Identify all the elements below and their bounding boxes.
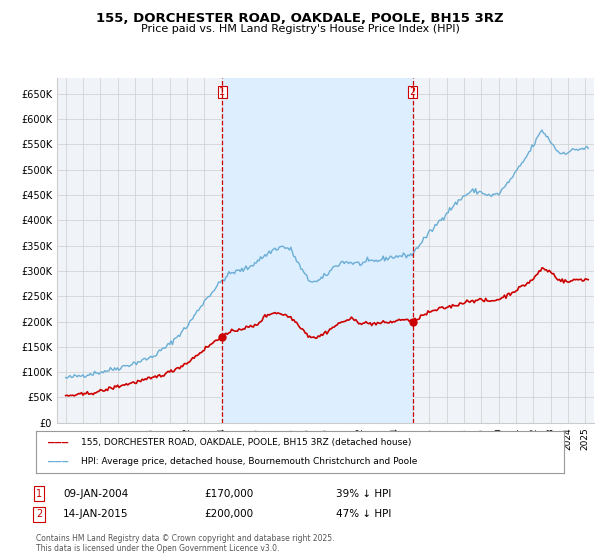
Text: £170,000: £170,000 xyxy=(204,489,253,499)
Text: Contains HM Land Registry data © Crown copyright and database right 2025.
This d: Contains HM Land Registry data © Crown c… xyxy=(36,534,335,553)
Text: £200,000: £200,000 xyxy=(204,509,253,519)
Text: 1: 1 xyxy=(219,87,225,97)
Bar xyxy=(222,78,413,423)
Text: 155, DORCHESTER ROAD, OAKDALE, POOLE, BH15 3RZ (detached house): 155, DORCHESTER ROAD, OAKDALE, POOLE, BH… xyxy=(81,438,412,447)
Text: 1: 1 xyxy=(36,489,42,499)
Text: 47% ↓ HPI: 47% ↓ HPI xyxy=(336,509,391,519)
Text: 39% ↓ HPI: 39% ↓ HPI xyxy=(336,489,391,499)
Text: ———: ——— xyxy=(48,456,68,466)
Text: 2: 2 xyxy=(36,509,42,519)
Text: HPI: Average price, detached house, Bournemouth Christchurch and Poole: HPI: Average price, detached house, Bour… xyxy=(81,457,418,466)
Text: Price paid vs. HM Land Registry's House Price Index (HPI): Price paid vs. HM Land Registry's House … xyxy=(140,24,460,34)
Text: 09-JAN-2004: 09-JAN-2004 xyxy=(63,489,128,499)
Text: 2: 2 xyxy=(410,87,416,97)
Text: 155, DORCHESTER ROAD, OAKDALE, POOLE, BH15 3RZ: 155, DORCHESTER ROAD, OAKDALE, POOLE, BH… xyxy=(96,12,504,25)
Text: ———: ——— xyxy=(48,438,68,448)
Text: 14-JAN-2015: 14-JAN-2015 xyxy=(63,509,128,519)
